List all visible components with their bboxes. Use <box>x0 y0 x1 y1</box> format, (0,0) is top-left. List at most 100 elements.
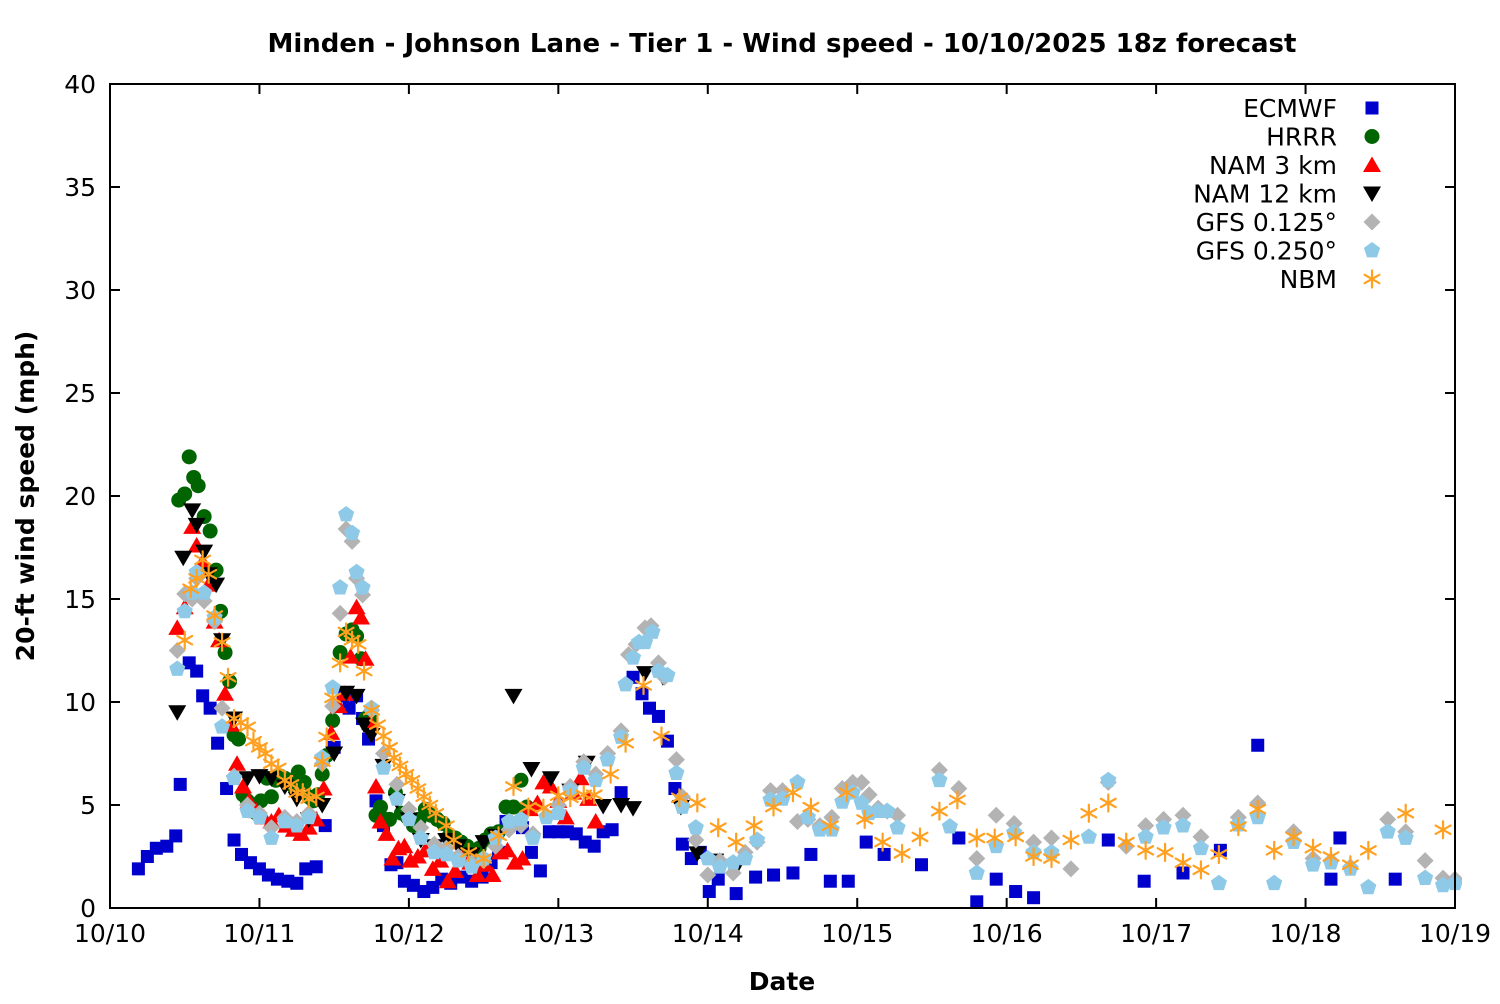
data-point <box>556 808 575 825</box>
data-point <box>1416 852 1434 870</box>
data-point <box>1210 844 1228 865</box>
data-point <box>400 810 417 827</box>
data-point <box>602 764 620 784</box>
data-point <box>309 860 323 874</box>
data-point <box>168 705 187 721</box>
data-point <box>307 787 325 807</box>
chart-title: Minden - Johnson Lane - Tier 1 - Wind sp… <box>268 29 1297 59</box>
data-point <box>1137 840 1155 860</box>
data-point <box>160 839 174 853</box>
data-point <box>331 653 349 673</box>
data-point <box>614 786 628 800</box>
data-point <box>889 819 906 835</box>
data-point <box>426 843 443 860</box>
data-point <box>1174 853 1192 873</box>
data-point <box>505 854 524 870</box>
data-point <box>1025 846 1043 867</box>
data-point <box>213 718 231 734</box>
data-point <box>262 771 281 787</box>
data-point <box>173 777 187 791</box>
legend-label: NAM 12 km <box>1193 180 1337 209</box>
data-point <box>644 623 661 639</box>
data-point <box>207 577 226 594</box>
data-point <box>200 564 218 584</box>
data-point <box>1397 829 1414 845</box>
data-point <box>427 803 445 823</box>
data-point <box>446 862 465 878</box>
data-point <box>652 726 670 746</box>
data-point <box>344 524 361 540</box>
x-tick-label: 10/14 <box>672 919 744 948</box>
legend-marker-triangle-up-icon <box>1363 156 1381 172</box>
data-point <box>1304 838 1322 858</box>
data-point <box>784 783 802 803</box>
data-point <box>950 780 968 798</box>
data-point <box>811 821 828 837</box>
data-point <box>354 579 371 595</box>
data-point <box>1137 817 1155 835</box>
legend-marker-diamond-icon <box>1363 213 1381 231</box>
data-point <box>594 799 613 815</box>
series-nbm <box>176 550 1452 880</box>
legend-marker-pentagon-icon <box>1363 242 1381 258</box>
data-point <box>745 815 763 836</box>
data-point <box>412 829 429 845</box>
x-tick-label: 10/17 <box>1120 919 1192 948</box>
legend-item-nbm: NBM <box>1280 265 1381 294</box>
data-point <box>203 701 217 715</box>
data-point <box>675 837 689 851</box>
data-point <box>651 709 665 723</box>
data-point <box>561 788 579 808</box>
data-point <box>968 864 985 880</box>
data-point <box>1210 874 1227 891</box>
data-point <box>412 819 430 837</box>
data-point <box>332 579 349 595</box>
legend-marker-triangle-down-icon <box>1363 186 1381 202</box>
data-point <box>636 666 655 682</box>
data-point <box>1265 840 1283 860</box>
data-point <box>190 664 204 678</box>
data-point <box>227 833 241 847</box>
data-point <box>586 812 605 829</box>
data-point <box>941 818 958 834</box>
legend-label: NBM <box>1280 265 1337 294</box>
data-point <box>668 782 682 796</box>
data-point <box>767 868 781 882</box>
data-point <box>188 568 206 589</box>
x-tick-label: 10/16 <box>971 919 1043 948</box>
data-point <box>239 802 256 819</box>
data-point <box>168 619 187 635</box>
data-point <box>774 790 791 806</box>
data-point <box>168 642 186 659</box>
data-point <box>262 819 280 837</box>
data-point <box>217 645 233 661</box>
data-point <box>838 783 856 803</box>
data-point <box>231 731 247 747</box>
data-point <box>930 801 948 821</box>
data-point <box>220 782 234 796</box>
data-point <box>1249 799 1267 819</box>
data-point <box>371 812 390 829</box>
data-point <box>181 449 197 465</box>
data-point <box>1333 831 1347 845</box>
data-point <box>1379 810 1397 828</box>
data-point <box>1174 806 1192 824</box>
data-point <box>355 661 373 681</box>
legend-marker-asterisk-icon <box>1363 269 1381 289</box>
data-point <box>1285 827 1303 847</box>
data-point <box>823 874 837 888</box>
data-point <box>438 845 455 862</box>
data-points <box>131 449 1462 909</box>
data-point <box>216 685 235 701</box>
data-point <box>635 687 649 701</box>
data-point <box>196 584 213 600</box>
data-point <box>1322 846 1340 867</box>
data-point <box>313 752 331 772</box>
data-point <box>856 809 874 830</box>
data-point <box>213 699 231 717</box>
data-point <box>388 790 406 806</box>
data-point <box>213 632 231 652</box>
data-point <box>483 866 502 883</box>
data-point <box>550 804 567 821</box>
data-point <box>687 819 704 835</box>
